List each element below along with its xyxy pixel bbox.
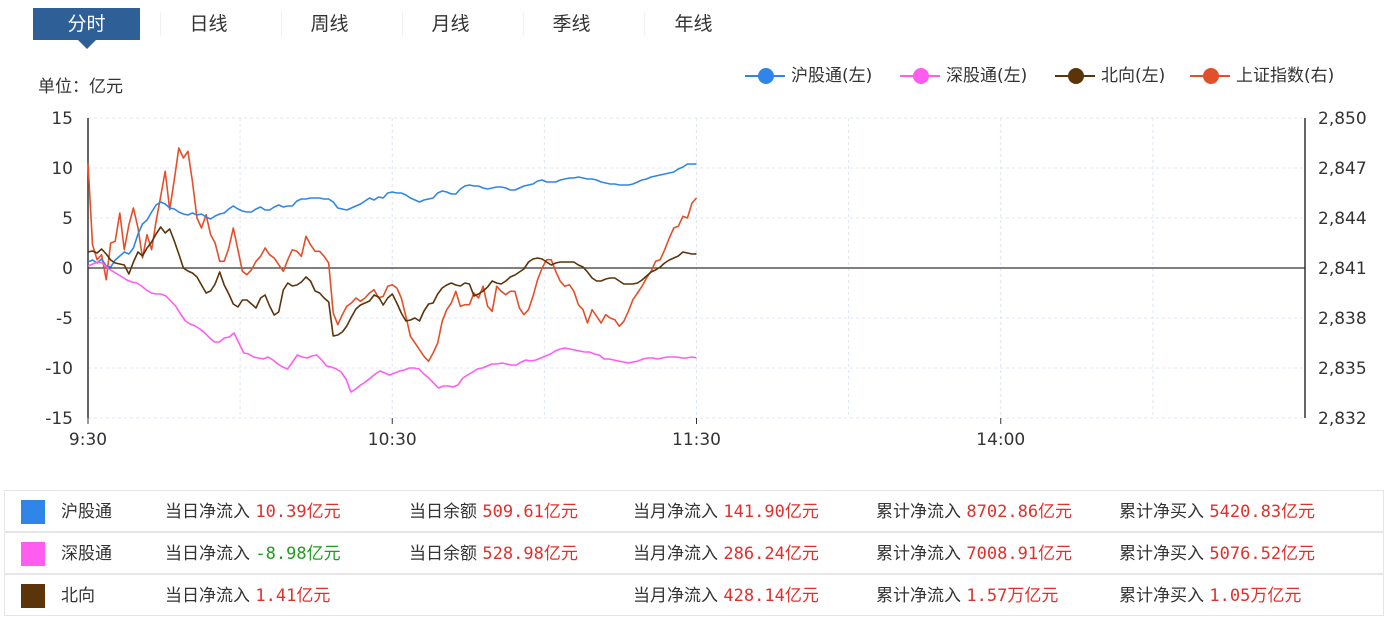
value-daily-balance: 509.61亿元 — [482, 502, 578, 522]
series-swatch — [21, 500, 45, 524]
value-cumulative-net-buy: 1.05万亿元 — [1209, 586, 1302, 606]
x-tick-label: 9:30 — [69, 430, 107, 450]
legend-marker — [745, 68, 785, 84]
y-right-tick-label: 2,847 — [1318, 159, 1367, 179]
value-daily-inflow: -8.98亿元 — [255, 544, 341, 564]
period-tabs: 分时 日线 周线 月线 季线 年线 — [33, 8, 747, 49]
cell-monthly-inflow: 当月净流入 428.14亿元 — [633, 586, 819, 606]
summary-row-sgt: 深股通 当日净流入 -8.98亿元 当日余额 528.98亿元 当月净流入 28… — [4, 532, 1384, 574]
summary-row-northbound: 北向 当日净流入 1.41亿元 当月净流入 428.14亿元 累计净流入 1.5… — [4, 574, 1384, 616]
cell-monthly-inflow: 当月净流入 286.24亿元 — [633, 544, 819, 564]
chart-series — [87, 147, 698, 393]
legend-label: 沪股通(左) — [791, 66, 873, 86]
legend-marker — [1190, 68, 1230, 84]
legend-label: 深股通(左) — [946, 66, 1028, 86]
value-daily-inflow: 1.41亿元 — [255, 586, 331, 606]
y-left-tick-label: 0 — [62, 259, 73, 279]
tab-divider — [644, 12, 645, 36]
cell-monthly-inflow: 当月净流入 141.90亿元 — [633, 502, 819, 522]
cell-daily-inflow: 当日净流入 10.39亿元 — [165, 502, 341, 522]
value-monthly-inflow: 428.14亿元 — [723, 586, 819, 606]
cell-cumulative-inflow: 累计净流入 7008.91亿元 — [876, 544, 1073, 564]
cell-cumulative-net-buy: 累计净买入 5420.83亿元 — [1119, 502, 1316, 522]
y-left-tick-label: -15 — [45, 409, 73, 429]
value-daily-balance: 528.98亿元 — [482, 544, 578, 564]
value-monthly-inflow: 141.90亿元 — [723, 502, 819, 522]
cell-cumulative-inflow: 累计净流入 8702.86亿元 — [876, 502, 1073, 522]
summary-row-hgt: 沪股通 当日净流入 10.39亿元 当日余额 509.61亿元 当月净流入 14… — [4, 490, 1384, 532]
tab-quarterly[interactable]: 季线 — [552, 13, 591, 35]
tab-divider — [523, 12, 524, 36]
tab-monthly[interactable]: 月线 — [431, 13, 470, 35]
series-line-0 — [87, 163, 697, 268]
chart-tick-labels: 15 2,850 10 2,847 5 2,844 0 2,841 -5 2,838 -10 2,83… — [45, 109, 1366, 450]
cell-daily-inflow: 当日净流入 -8.98亿元 — [165, 544, 341, 564]
value-cumulative-net-buy: 5420.83亿元 — [1209, 502, 1316, 522]
value-cumulative-inflow: 8702.86亿元 — [966, 502, 1073, 522]
x-tick-label: 14:00 — [976, 430, 1025, 450]
y-left-tick-label: 15 — [51, 109, 73, 129]
value-cumulative-inflow: 1.57万亿元 — [966, 586, 1059, 606]
cell-cumulative-inflow: 累计净流入 1.57万亿元 — [876, 586, 1059, 606]
cell-daily-balance: 当日余额 528.98亿元 — [409, 544, 578, 564]
y-left-tick-label: -5 — [56, 309, 73, 329]
value-daily-inflow: 10.39亿元 — [255, 502, 341, 522]
y-left-tick-label: -10 — [45, 359, 73, 379]
series-line-1 — [87, 261, 697, 393]
tab-yearly[interactable]: 年线 — [674, 13, 713, 35]
cell-daily-inflow: 当日净流入 1.41亿元 — [165, 586, 331, 606]
y-right-tick-label: 2,850 — [1318, 109, 1367, 129]
tab-daily[interactable]: 日线 — [189, 13, 228, 35]
tab-intraday[interactable]: 分时 — [33, 8, 140, 49]
value-cumulative-net-buy: 5076.52亿元 — [1209, 544, 1316, 564]
y-right-tick-label: 2,841 — [1318, 259, 1367, 279]
series-swatch — [21, 542, 45, 566]
row-name: 北向 — [61, 586, 95, 606]
row-name: 沪股通 — [61, 502, 112, 522]
flow-chart: 15 2,850 10 2,847 5 2,844 0 2,841 -5 2,838 -10 2,83… — [45, 109, 1366, 450]
y-left-tick-label: 10 — [51, 159, 73, 179]
x-tick-label: 11:30 — [672, 430, 721, 450]
x-tick-label: 10:30 — [368, 430, 417, 450]
tab-divider — [160, 12, 161, 36]
cell-daily-balance: 当日余额 509.61亿元 — [409, 502, 578, 522]
legend-marker — [900, 68, 940, 84]
series-line-2 — [87, 226, 697, 337]
row-name: 深股通 — [61, 544, 112, 564]
cell-cumulative-net-buy: 累计净买入 1.05万亿元 — [1119, 586, 1302, 606]
y-right-tick-label: 2,844 — [1318, 209, 1367, 229]
series-line-3 — [87, 147, 698, 363]
tab-divider — [402, 12, 403, 36]
y-right-tick-label: 2,835 — [1318, 359, 1367, 379]
y-right-tick-label: 2,832 — [1318, 409, 1367, 429]
unit-label: 单位：亿元 — [38, 77, 123, 97]
value-monthly-inflow: 286.24亿元 — [723, 544, 819, 564]
tab-divider — [281, 12, 282, 36]
legend-marker — [1055, 68, 1095, 84]
series-swatch — [21, 584, 45, 608]
y-left-tick-label: 5 — [62, 209, 73, 229]
value-cumulative-inflow: 7008.91亿元 — [966, 544, 1073, 564]
legend-label: 北向(左) — [1101, 66, 1166, 86]
cell-cumulative-net-buy: 累计净买入 5076.52亿元 — [1119, 544, 1316, 564]
tab-weekly[interactable]: 周线 — [310, 13, 349, 35]
y-right-tick-label: 2,838 — [1318, 309, 1367, 329]
legend-label: 上证指数(右) — [1236, 66, 1335, 86]
